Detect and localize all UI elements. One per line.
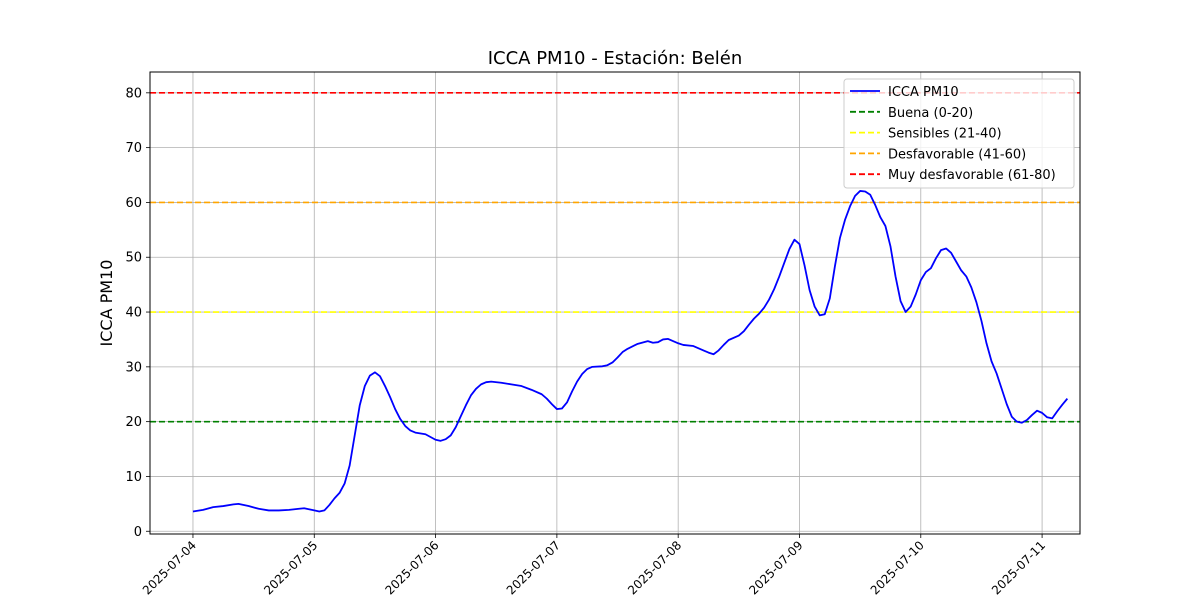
legend-label: Muy desfavorable (61-80) xyxy=(888,168,1056,183)
y-axis-ticks: 0 10 20 30 40 50 60 70 80 xyxy=(125,86,150,540)
y-tick-label: 0 xyxy=(134,525,142,540)
plot-frame xyxy=(149,71,1081,535)
y-tick-label: 80 xyxy=(125,86,142,101)
series-line-icca-pm10 xyxy=(192,190,1069,513)
legend: ICCA PM10 Buena (0-20) Sensibles (21-40) De… xyxy=(843,78,1075,189)
series-lines xyxy=(192,190,1069,513)
y-tick-label: 10 xyxy=(125,470,142,485)
legend-label: Desfavorable (41-60) xyxy=(888,147,1026,162)
chart-title: ICCA PM10 - Estación: Belén xyxy=(488,48,743,69)
legend-label: Buena (0-20) xyxy=(888,106,973,121)
y-tick-label: 60 xyxy=(125,196,142,211)
y-axis-label: ICCA PM10 xyxy=(97,260,116,347)
y-tick-label: 70 xyxy=(125,141,142,156)
legend-box xyxy=(843,78,1075,189)
y-tick-label: 50 xyxy=(125,251,142,266)
y-tick-label: 30 xyxy=(125,360,142,375)
legend-label: Sensibles (21-40) xyxy=(888,127,1002,142)
legend-label: ICCA PM10 xyxy=(888,85,959,100)
y-tick-label: 40 xyxy=(125,306,142,321)
y-tick-label: 20 xyxy=(125,415,142,430)
